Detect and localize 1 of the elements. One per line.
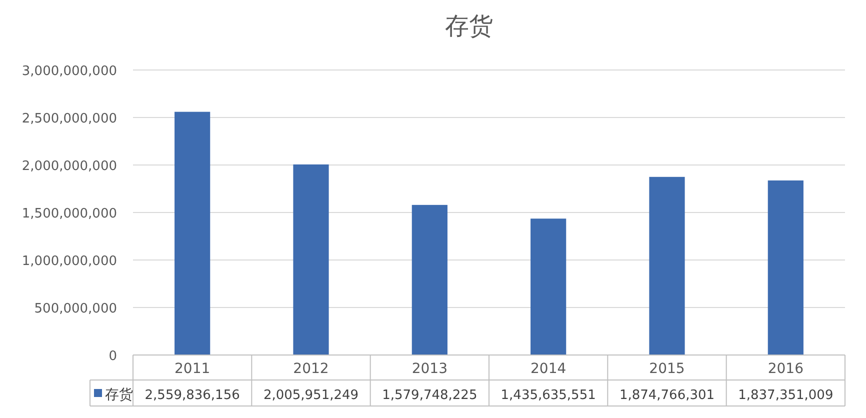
title: 存货 [445,12,493,40]
